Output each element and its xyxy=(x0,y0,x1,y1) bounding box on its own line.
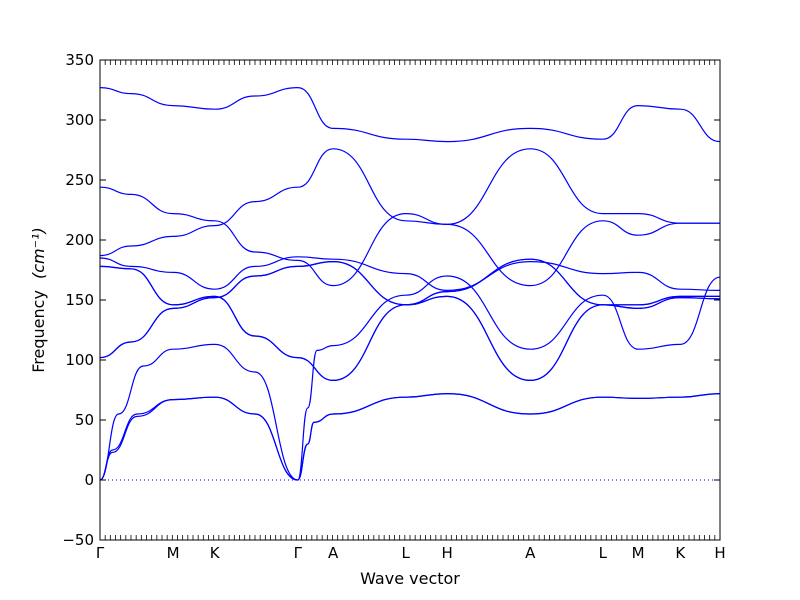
x-tick-label: A xyxy=(328,544,339,562)
band-line-8 xyxy=(100,256,720,292)
y-axis-unit: (cm⁻¹) xyxy=(29,227,48,279)
x-tick-label: A xyxy=(525,544,536,562)
y-tick-label: 150 xyxy=(65,291,94,309)
band-line-5 xyxy=(100,258,720,359)
y-tick-label: 100 xyxy=(65,351,94,369)
y-axis-ticks: −50 0 50 100 150 200 250 300 350 xyxy=(62,51,720,549)
x-tick-label: Γ xyxy=(294,544,303,562)
y-axis-title: Frequency xyxy=(29,290,48,373)
band-line-11 xyxy=(100,86,720,143)
y-tick-label: 0 xyxy=(84,471,94,489)
y-axis-title-group: Frequency (cm⁻¹) xyxy=(29,227,48,372)
x-tick-label: K xyxy=(210,544,221,562)
band-line-7 xyxy=(100,265,720,382)
y-tick-label: 200 xyxy=(65,231,94,249)
y-tick-label: 250 xyxy=(65,171,94,189)
y-tick-label: 300 xyxy=(65,111,94,129)
band-line-3 xyxy=(100,275,720,481)
y-tick-label: 50 xyxy=(75,411,94,429)
x-tick-label: L xyxy=(401,544,410,562)
x-tick-label: K xyxy=(675,544,686,562)
x-tick-label: M xyxy=(167,544,180,562)
band-line-9 xyxy=(100,148,720,287)
phonon-bands xyxy=(100,86,720,481)
x-tick-label: H xyxy=(714,544,725,562)
band-line-10 xyxy=(100,148,720,287)
x-tick-label: H xyxy=(442,544,453,562)
plot-frame xyxy=(99,59,721,541)
band-line-2 xyxy=(100,392,720,481)
y-tick-label: 350 xyxy=(65,51,94,69)
x-tick-label: L xyxy=(599,544,608,562)
x-tick-label: Γ xyxy=(96,544,105,562)
x-axis-title: Wave vector xyxy=(360,569,460,588)
x-tick-label: M xyxy=(632,544,645,562)
y-tick-label: −50 xyxy=(62,531,94,549)
